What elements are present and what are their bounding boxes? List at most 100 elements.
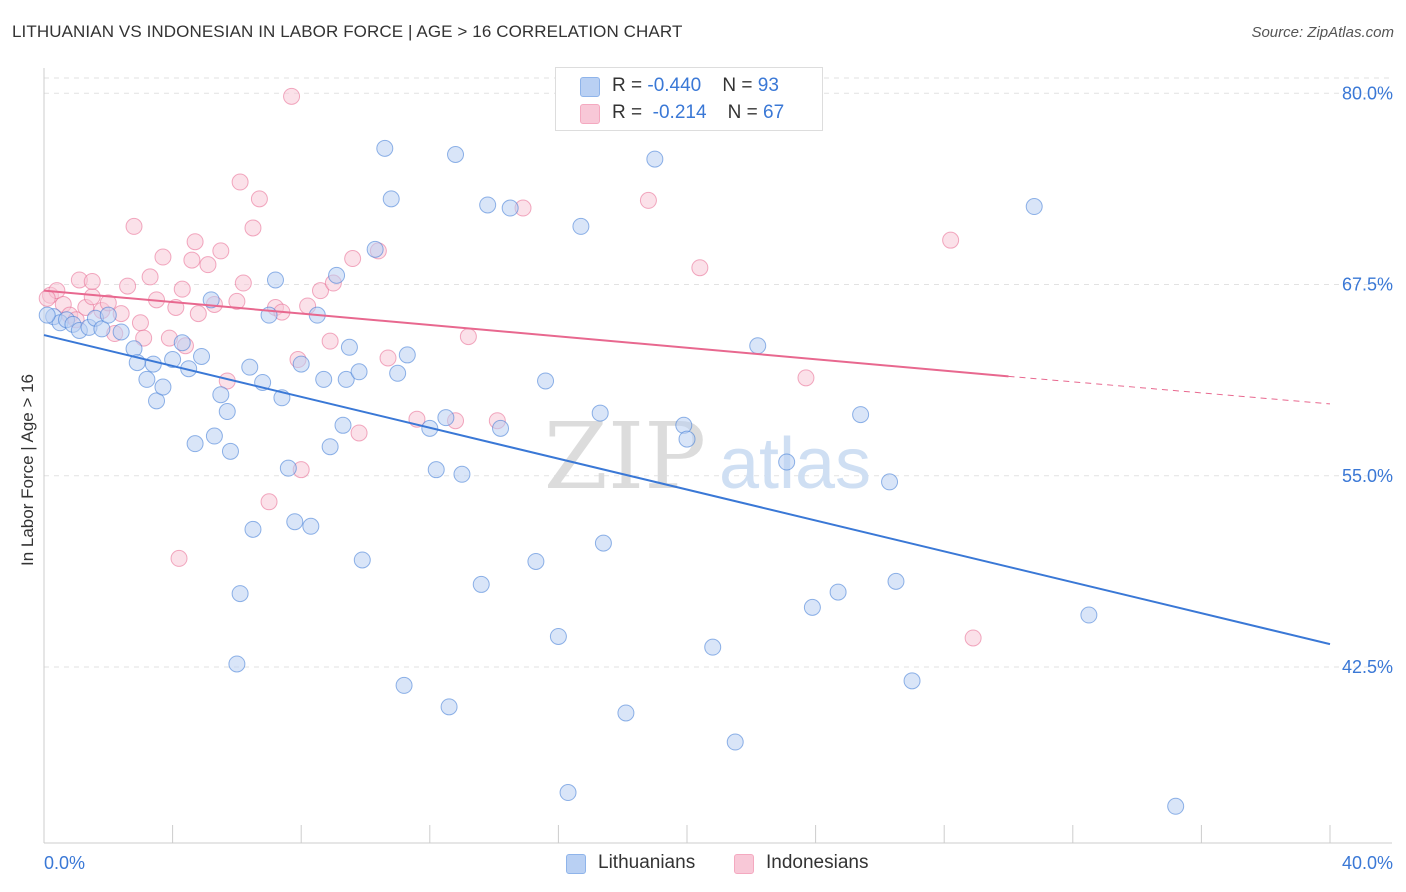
source-label: Source: ZipAtlas.com [1251, 24, 1394, 41]
data-point-lithuanians [803, 598, 821, 616]
data-point-indonesians [244, 219, 262, 237]
data-point-lithuanians [501, 199, 519, 217]
data-point-lithuanians [221, 442, 239, 460]
data-point-indonesians [125, 217, 143, 235]
data-point-lithuanians [112, 323, 130, 341]
legend-r-label: R = [612, 102, 648, 123]
data-point-lithuanians [244, 520, 262, 538]
legend-swatch-lithuanians [580, 77, 600, 97]
data-point-lithuanians [328, 266, 346, 284]
data-point-indonesians [260, 493, 278, 511]
legend-r-value: -0.214 [652, 102, 707, 123]
data-point-lithuanians [241, 358, 259, 376]
data-point-indonesians [691, 259, 709, 277]
data-point-lithuanians [138, 370, 156, 388]
data-point-lithuanians [704, 638, 722, 656]
data-point-lithuanians [38, 306, 56, 324]
data-point-lithuanians [395, 676, 413, 694]
data-point-indonesians [964, 629, 982, 647]
trend-line-lithuanians [43, 334, 1331, 646]
data-point-lithuanians [93, 320, 111, 338]
data-point-lithuanians [479, 196, 497, 214]
data-point-indonesians [189, 305, 207, 323]
y-tick-label: 42.5% [1342, 657, 1393, 677]
bottom-legend-label: Indonesians [766, 852, 869, 873]
data-point-lithuanians [218, 403, 236, 421]
data-point-lithuanians [472, 575, 490, 593]
data-point-lithuanians [549, 627, 567, 645]
data-point-indonesians [170, 549, 188, 567]
data-point-lithuanians [186, 435, 204, 453]
data-point-lithuanians [321, 438, 339, 456]
data-point-lithuanians [315, 370, 333, 388]
data-point-indonesians [231, 173, 249, 191]
data-point-lithuanians [591, 404, 609, 422]
data-point-lithuanians [353, 551, 371, 569]
data-point-lithuanians [389, 364, 407, 382]
data-point-lithuanians [1080, 606, 1098, 624]
data-point-lithuanians [212, 386, 230, 404]
stats-legend: R = -0.440 N = 93 R = -0.214 N = 67 [555, 67, 823, 131]
y-tick-label: 55.0% [1342, 466, 1393, 486]
y-tick-label: 67.5% [1342, 275, 1393, 295]
legend-n-value: 93 [757, 75, 779, 96]
data-point-indonesians [311, 282, 329, 300]
data-point-indonesians [83, 272, 101, 290]
data-point-indonesians [38, 289, 56, 307]
data-point-lithuanians [154, 378, 172, 396]
data-point-lithuanians [492, 419, 510, 437]
x-tick-label: 40.0% [1342, 853, 1393, 873]
data-point-lithuanians [228, 655, 246, 673]
data-point-indonesians [639, 191, 657, 209]
data-point-lithuanians [678, 430, 696, 448]
data-point-lithuanians [302, 517, 320, 535]
data-point-lithuanians [173, 334, 191, 352]
data-point-indonesians [350, 424, 368, 442]
tick-labels: 42.5% 55.0% 67.5% 80.0% 0.0% 40.0% [44, 83, 1393, 873]
chart-title: LITHUANIAN VS INDONESIAN IN LABOR FORCE … [12, 22, 683, 41]
data-point-indonesians [212, 242, 230, 260]
data-point-lithuanians [266, 271, 284, 289]
data-point-lithuanians [334, 416, 352, 434]
x-tick-label: 0.0% [44, 853, 85, 873]
data-point-lithuanians [205, 427, 223, 445]
data-point-lithuanians [292, 355, 310, 373]
trend-line-extension-indonesians [1008, 375, 1331, 405]
data-point-lithuanians [193, 347, 211, 365]
data-point-lithuanians [887, 572, 905, 590]
data-point-indonesians [379, 349, 397, 367]
data-point-lithuanians [279, 459, 297, 477]
data-point-lithuanians [164, 351, 182, 369]
data-point-lithuanians [559, 784, 577, 802]
data-point-indonesians [83, 288, 101, 306]
data-point-lithuanians [537, 372, 555, 390]
data-point-lithuanians [231, 585, 249, 603]
y-tick-label: 80.0% [1342, 83, 1393, 103]
data-point-lithuanians [99, 306, 117, 324]
y-axis-label: In Labor Force | Age > 16 [18, 373, 37, 566]
data-point-lithuanians [726, 733, 744, 751]
data-point-lithuanians [646, 150, 664, 168]
legend-r-value: -0.440 [647, 75, 702, 96]
data-point-lithuanians [881, 473, 899, 491]
data-point-indonesians [250, 190, 268, 208]
legend-n-value: 67 [763, 102, 785, 123]
data-point-lithuanians [527, 552, 545, 570]
data-point-lithuanians [440, 698, 458, 716]
data-point-lithuanians [144, 355, 162, 373]
data-point-indonesians [797, 369, 815, 387]
watermark-atlas: atlas [719, 424, 871, 504]
data-point-lithuanians [829, 583, 847, 601]
legend-n-label: N = [727, 102, 764, 123]
trend-line-indonesians [43, 289, 1009, 378]
data-point-lithuanians [572, 217, 590, 235]
data-point-indonesians [199, 256, 217, 274]
data-point-indonesians [154, 248, 172, 266]
data-point-indonesians [942, 231, 960, 249]
data-point-lithuanians [286, 513, 304, 531]
data-point-indonesians [283, 87, 301, 105]
data-point-lithuanians [617, 704, 635, 722]
data-point-lithuanians [427, 461, 445, 479]
data-point-indonesians [459, 328, 477, 346]
